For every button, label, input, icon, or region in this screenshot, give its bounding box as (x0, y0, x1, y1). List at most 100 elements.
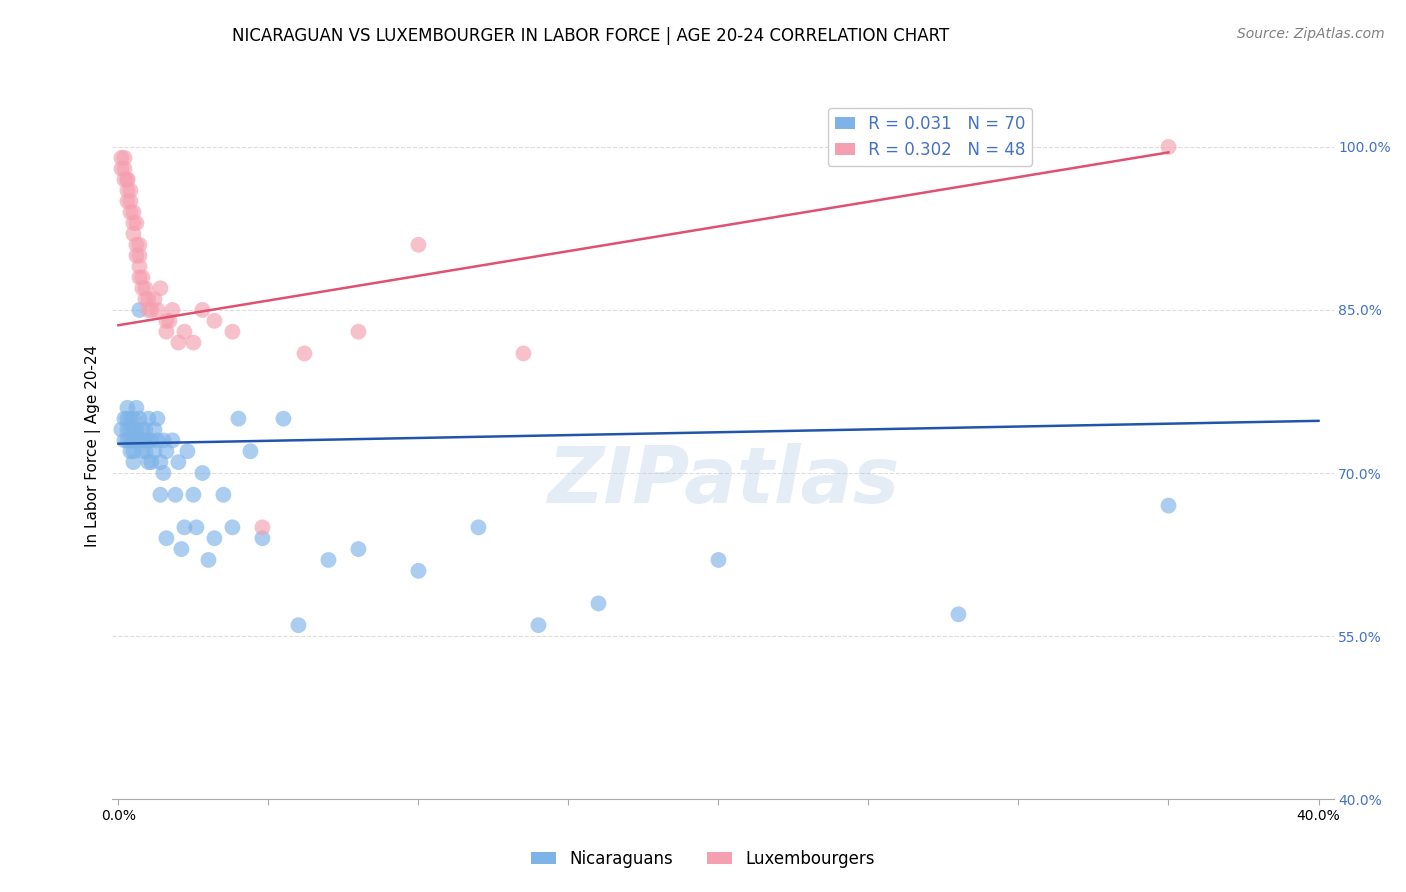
Point (117, 401, 139, 415)
Point (122, 444, 145, 458)
Point (287, 618, 309, 632)
Point (120, 423, 142, 437)
Point (162, 303, 184, 318)
Point (152, 434, 174, 448)
Point (117, 411, 139, 425)
Point (239, 444, 262, 458)
Point (138, 303, 160, 318)
Point (128, 434, 150, 448)
Point (131, 281, 153, 295)
Point (408, 237, 430, 252)
Point (173, 520, 195, 534)
Point (120, 194, 142, 209)
Point (128, 303, 150, 318)
Point (120, 434, 142, 448)
Point (131, 444, 153, 458)
Point (117, 172, 139, 186)
Point (408, 564, 430, 578)
Point (117, 183, 139, 197)
Point (112, 161, 135, 176)
Y-axis label: In Labor Force | Age 20-24: In Labor Force | Age 20-24 (86, 344, 101, 547)
Point (122, 434, 145, 448)
Point (228, 411, 250, 425)
Text: NICARAGUAN VS LUXEMBOURGER IN LABOR FORCE | AGE 20-24 CORRELATION CHART: NICARAGUAN VS LUXEMBOURGER IN LABOR FORC… (232, 27, 949, 45)
Point (110, 161, 132, 176)
Point (588, 596, 610, 610)
Point (138, 455, 160, 469)
Point (467, 520, 489, 534)
Point (120, 183, 142, 197)
Point (134, 434, 156, 448)
Point (112, 411, 135, 425)
Point (122, 434, 145, 448)
Point (191, 466, 214, 480)
Point (120, 411, 142, 425)
Point (707, 553, 730, 567)
Point (197, 553, 219, 567)
Point (125, 249, 148, 263)
Point (131, 270, 153, 285)
Point (134, 423, 156, 437)
Point (221, 520, 243, 534)
Point (167, 455, 190, 469)
Point (146, 434, 169, 448)
Point (347, 325, 370, 339)
Point (134, 292, 156, 306)
Point (212, 488, 235, 502)
Point (143, 444, 166, 458)
Point (122, 216, 145, 230)
Point (347, 542, 370, 557)
Point (122, 227, 145, 241)
Point (170, 542, 193, 557)
Point (138, 292, 160, 306)
Point (141, 455, 163, 469)
Point (162, 434, 184, 448)
Point (318, 553, 340, 567)
Point (186, 520, 208, 534)
Point (155, 325, 177, 339)
Point (512, 346, 534, 360)
Point (117, 434, 139, 448)
Point (120, 205, 142, 219)
Point (146, 303, 169, 318)
Point (141, 303, 163, 318)
Point (125, 216, 148, 230)
Point (221, 325, 243, 339)
Point (1157, 140, 1180, 154)
Point (152, 466, 174, 480)
Point (204, 531, 226, 545)
Point (138, 434, 160, 448)
Point (125, 423, 148, 437)
Point (122, 455, 145, 469)
Point (149, 281, 172, 295)
Point (117, 172, 139, 186)
Point (273, 411, 295, 425)
Point (131, 423, 153, 437)
Point (294, 346, 316, 360)
Point (131, 434, 153, 448)
Point (191, 303, 214, 318)
Point (167, 335, 190, 350)
Point (143, 292, 166, 306)
Point (120, 444, 142, 458)
Point (110, 151, 132, 165)
Point (204, 314, 226, 328)
Point (128, 411, 150, 425)
Point (143, 423, 166, 437)
Point (128, 249, 150, 263)
Point (1157, 499, 1180, 513)
Point (155, 314, 177, 328)
Legend:  R = 0.031   N = 70,  R = 0.302   N = 48: R = 0.031 N = 70, R = 0.302 N = 48 (828, 108, 1032, 166)
Legend: Nicaraguans, Luxembourgers: Nicaraguans, Luxembourgers (524, 844, 882, 875)
Point (527, 618, 550, 632)
Point (173, 325, 195, 339)
Point (117, 423, 139, 437)
Point (948, 607, 970, 622)
Point (128, 237, 150, 252)
Point (149, 455, 172, 469)
Point (183, 335, 205, 350)
Point (146, 411, 169, 425)
Point (183, 488, 205, 502)
Point (122, 423, 145, 437)
Point (128, 260, 150, 274)
